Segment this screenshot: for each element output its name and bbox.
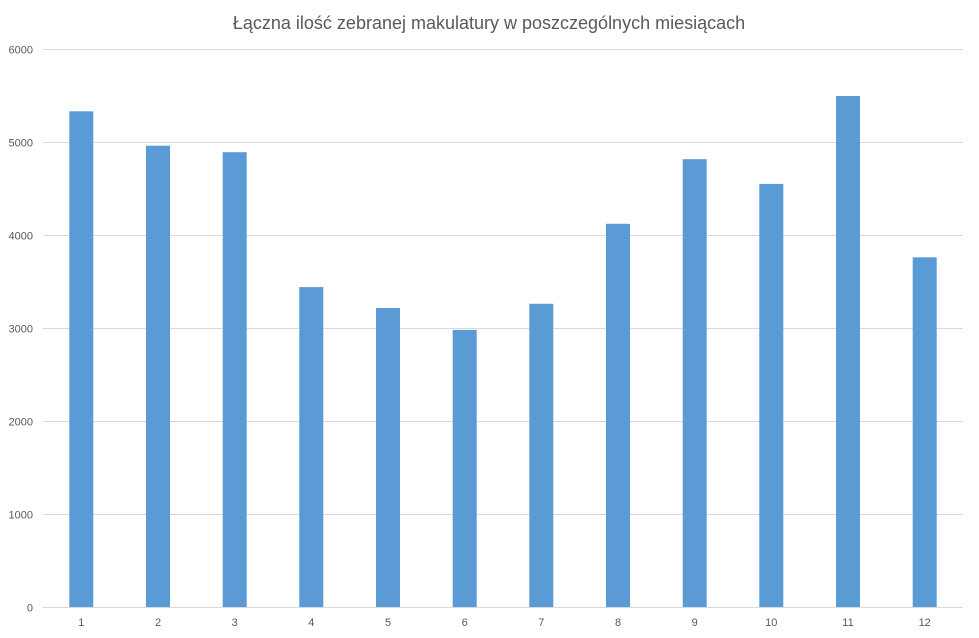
x-tick-label: 6 <box>462 617 468 629</box>
x-axis-tick-labels: 1 2 3 4 5 6 7 8 9 10 11 12 <box>78 617 931 629</box>
gridlines <box>43 49 963 608</box>
bar-series <box>69 96 937 608</box>
bar-10 <box>759 183 784 607</box>
bar-6 <box>452 329 477 607</box>
x-tick-label: 4 <box>308 617 314 629</box>
bar-1 <box>69 111 94 608</box>
bar-5 <box>376 308 400 607</box>
bar-8 <box>606 223 630 608</box>
x-tick-label: 7 <box>538 617 544 629</box>
bar-9 <box>682 159 707 607</box>
x-tick-label: 9 <box>692 617 698 629</box>
x-tick-label: 10 <box>765 617 777 629</box>
bar-4 <box>299 287 324 607</box>
x-tick-label: 3 <box>232 617 238 629</box>
x-tick-label: 2 <box>155 617 161 629</box>
x-tick-label: 8 <box>615 617 621 629</box>
y-tick-label: 5000 <box>9 138 33 150</box>
y-tick-label: 3000 <box>9 324 33 336</box>
chart-title: Łączna ilość zebranej makulatury w poszc… <box>233 13 745 33</box>
x-tick-label: 1 <box>78 617 84 629</box>
bar-12 <box>912 257 937 607</box>
y-axis-tick-labels: 0 1000 2000 3000 4000 5000 6000 <box>9 45 33 615</box>
x-tick-label: 12 <box>919 617 931 629</box>
bar-7 <box>529 303 554 607</box>
x-tick-label: 5 <box>385 617 391 629</box>
bar-2 <box>146 145 170 607</box>
y-tick-label: 6000 <box>9 45 33 57</box>
bar-3 <box>222 152 247 607</box>
y-tick-label: 2000 <box>9 417 33 429</box>
y-tick-label: 1000 <box>9 510 33 522</box>
x-tick-label: 11 <box>842 617 853 629</box>
bar-11 <box>836 96 860 607</box>
y-tick-label: 0 <box>27 603 33 615</box>
y-tick-label: 4000 <box>9 231 33 243</box>
